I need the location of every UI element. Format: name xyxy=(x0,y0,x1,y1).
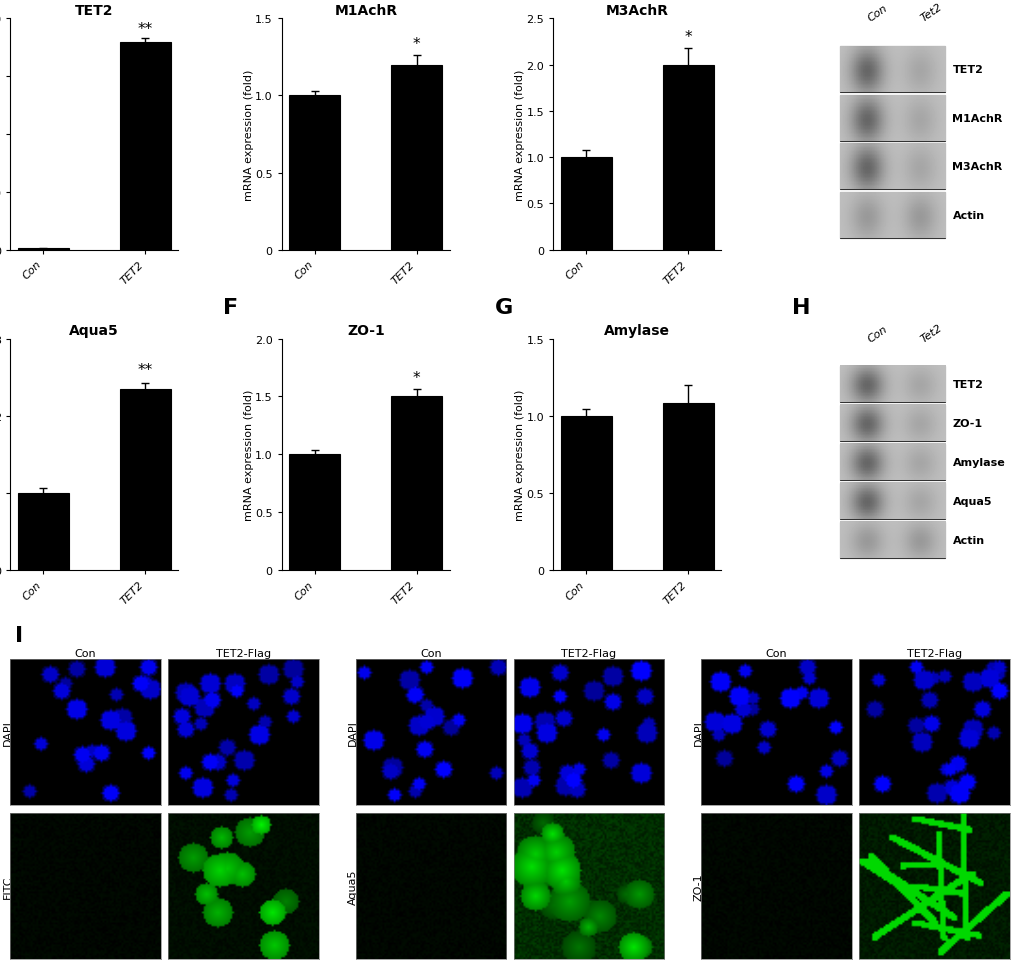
Bar xyxy=(839,522,945,558)
Bar xyxy=(839,47,945,93)
Bar xyxy=(839,367,945,403)
Bar xyxy=(839,144,945,190)
Y-axis label: FITC: FITC xyxy=(2,875,12,898)
Text: **: ** xyxy=(138,21,153,37)
Bar xyxy=(839,193,945,238)
Title: M1AchR: M1AchR xyxy=(334,4,397,18)
Text: Actin: Actin xyxy=(952,211,983,221)
Text: M3AchR: M3AchR xyxy=(952,162,1002,172)
Bar xyxy=(391,66,442,250)
Text: **: ** xyxy=(138,362,153,378)
Text: *: * xyxy=(413,37,420,51)
Y-axis label: mRNA expression (fold): mRNA expression (fold) xyxy=(515,69,525,201)
Bar xyxy=(289,454,340,570)
Text: *: * xyxy=(413,370,420,386)
Title: ZO-1: ZO-1 xyxy=(346,324,384,338)
Bar xyxy=(119,390,170,570)
Bar xyxy=(839,484,945,519)
Y-axis label: DAPI: DAPI xyxy=(347,719,358,745)
Text: *: * xyxy=(684,30,692,46)
Title: Amylase: Amylase xyxy=(604,324,669,338)
Text: M1AchR: M1AchR xyxy=(952,113,1002,124)
Y-axis label: Aqua5: Aqua5 xyxy=(347,869,358,904)
Text: Tet2: Tet2 xyxy=(918,2,943,24)
Y-axis label: ZO-1: ZO-1 xyxy=(693,873,703,900)
Bar xyxy=(289,96,340,250)
Text: I: I xyxy=(15,625,23,645)
Text: Con: Con xyxy=(865,324,889,344)
Bar xyxy=(839,96,945,141)
Title: Con: Con xyxy=(420,648,441,658)
Text: G: G xyxy=(494,297,513,318)
Text: TET2: TET2 xyxy=(952,65,982,75)
Bar xyxy=(391,397,442,570)
Text: F: F xyxy=(223,297,237,318)
Text: H: H xyxy=(791,297,809,318)
Y-axis label: mRNA expression (fold): mRNA expression (fold) xyxy=(244,69,254,201)
Text: Aqua5: Aqua5 xyxy=(952,497,991,507)
Bar xyxy=(560,158,611,250)
Bar xyxy=(17,493,68,570)
Y-axis label: mRNA expression (fold): mRNA expression (fold) xyxy=(244,390,254,520)
Bar xyxy=(560,417,611,570)
Text: Tet2: Tet2 xyxy=(918,322,943,344)
Text: TET2: TET2 xyxy=(952,380,982,390)
Y-axis label: mRNA expression (fold): mRNA expression (fold) xyxy=(515,390,525,520)
Title: Aqua5: Aqua5 xyxy=(69,324,119,338)
Title: TET2-Flag: TET2-Flag xyxy=(560,648,615,658)
Y-axis label: DAPI: DAPI xyxy=(2,719,12,745)
Title: TET2-Flag: TET2-Flag xyxy=(906,648,961,658)
Text: ZO-1: ZO-1 xyxy=(952,419,981,429)
Y-axis label: DAPI: DAPI xyxy=(693,719,703,745)
Bar xyxy=(662,404,713,570)
Title: Con: Con xyxy=(74,648,96,658)
Bar xyxy=(839,406,945,442)
Title: Con: Con xyxy=(765,648,787,658)
Bar xyxy=(119,43,170,250)
Text: Actin: Actin xyxy=(952,536,983,546)
Bar xyxy=(662,66,713,250)
Bar xyxy=(839,445,945,481)
Bar xyxy=(17,249,68,250)
Text: Amylase: Amylase xyxy=(952,457,1005,468)
Title: TET2-Flag: TET2-Flag xyxy=(216,648,271,658)
Text: Con: Con xyxy=(865,4,889,24)
Title: TET2: TET2 xyxy=(75,4,113,18)
Title: M3AchR: M3AchR xyxy=(605,4,668,18)
